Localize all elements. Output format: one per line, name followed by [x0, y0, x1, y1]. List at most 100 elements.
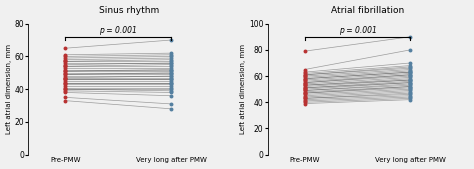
- Point: [301, 83, 309, 85]
- Point: [167, 65, 175, 68]
- Point: [301, 90, 309, 93]
- Point: [62, 68, 69, 71]
- Point: [301, 93, 309, 96]
- Point: [62, 76, 69, 79]
- Point: [167, 57, 175, 59]
- Point: [407, 81, 414, 84]
- Point: [407, 90, 414, 93]
- Point: [167, 62, 175, 64]
- Point: [167, 73, 175, 76]
- Title: Sinus rhythm: Sinus rhythm: [99, 6, 159, 15]
- Point: [167, 94, 175, 97]
- Point: [301, 81, 309, 84]
- Point: [62, 65, 69, 68]
- Y-axis label: Left atrial dimension, mm: Left atrial dimension, mm: [240, 44, 246, 134]
- Point: [407, 81, 414, 84]
- Point: [407, 94, 414, 97]
- Point: [167, 78, 175, 81]
- Point: [62, 84, 69, 87]
- Point: [301, 92, 309, 94]
- Point: [301, 87, 309, 89]
- Point: [167, 81, 175, 84]
- Point: [62, 89, 69, 92]
- Point: [167, 80, 175, 82]
- Point: [167, 75, 175, 77]
- Point: [301, 92, 309, 94]
- Point: [62, 65, 69, 68]
- Point: [407, 85, 414, 88]
- Point: [167, 107, 175, 110]
- Point: [167, 83, 175, 86]
- Point: [62, 83, 69, 86]
- Point: [62, 57, 69, 59]
- Point: [301, 97, 309, 100]
- Point: [167, 68, 175, 71]
- Point: [167, 39, 175, 41]
- Point: [407, 98, 414, 101]
- Point: [167, 63, 175, 66]
- Point: [407, 79, 414, 81]
- Point: [407, 85, 414, 88]
- Point: [301, 73, 309, 76]
- Point: [301, 89, 309, 92]
- Point: [167, 60, 175, 63]
- Text: p = 0.001: p = 0.001: [338, 26, 376, 35]
- Point: [62, 73, 69, 76]
- Title: Atrial fibrillation: Atrial fibrillation: [331, 6, 405, 15]
- Point: [167, 84, 175, 87]
- Point: [62, 99, 69, 102]
- Point: [301, 80, 309, 83]
- Point: [167, 52, 175, 54]
- Point: [301, 97, 309, 100]
- Point: [167, 62, 175, 64]
- Point: [407, 73, 414, 76]
- Point: [62, 88, 69, 91]
- Point: [167, 88, 175, 91]
- Point: [62, 58, 69, 61]
- Point: [167, 55, 175, 58]
- Point: [301, 76, 309, 79]
- Point: [301, 77, 309, 80]
- Point: [301, 84, 309, 87]
- Point: [407, 35, 414, 38]
- Point: [62, 96, 69, 99]
- Point: [407, 83, 414, 85]
- Point: [167, 68, 175, 71]
- Point: [407, 92, 414, 94]
- Point: [407, 87, 414, 89]
- Point: [301, 89, 309, 92]
- Point: [407, 79, 414, 81]
- Point: [62, 81, 69, 84]
- Point: [62, 76, 69, 79]
- Point: [301, 73, 309, 76]
- Point: [407, 67, 414, 70]
- Point: [407, 97, 414, 100]
- Point: [407, 69, 414, 72]
- Point: [62, 78, 69, 81]
- Point: [62, 71, 69, 74]
- Point: [167, 71, 175, 74]
- Point: [301, 79, 309, 81]
- Point: [407, 77, 414, 80]
- Point: [62, 60, 69, 63]
- Point: [407, 72, 414, 75]
- Point: [407, 49, 414, 51]
- Point: [407, 76, 414, 79]
- Point: [62, 75, 69, 77]
- Point: [407, 64, 414, 67]
- Point: [301, 77, 309, 80]
- Point: [62, 53, 69, 56]
- Point: [407, 71, 414, 74]
- Point: [301, 72, 309, 75]
- Point: [167, 78, 175, 81]
- Point: [62, 47, 69, 50]
- Point: [407, 84, 414, 87]
- Point: [407, 89, 414, 92]
- Point: [301, 71, 309, 74]
- Point: [301, 96, 309, 98]
- Point: [301, 50, 309, 53]
- Point: [301, 85, 309, 88]
- Point: [62, 73, 69, 76]
- Point: [407, 66, 414, 68]
- Point: [62, 70, 69, 73]
